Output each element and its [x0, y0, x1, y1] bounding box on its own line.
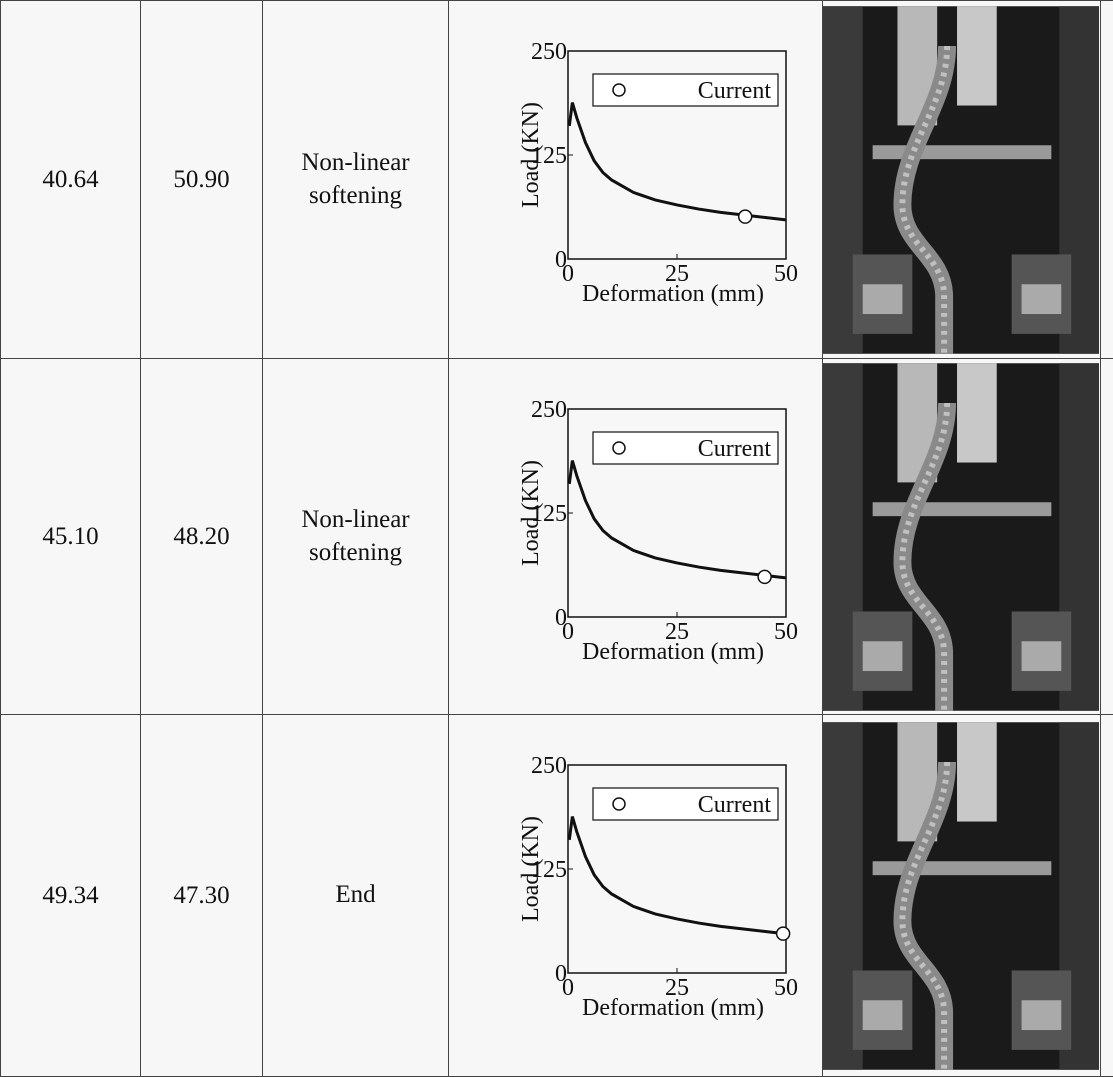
- load-curve: [569, 817, 786, 934]
- stage: End: [263, 715, 449, 1077]
- x-tick-label: 50: [774, 261, 798, 287]
- spacer: [1101, 715, 1113, 1077]
- photo-cell: [823, 715, 1101, 1077]
- load-curve: [569, 461, 786, 578]
- current-point: [777, 927, 790, 940]
- load: 47.30: [141, 715, 263, 1077]
- current-point: [758, 570, 771, 583]
- current-point: [739, 210, 752, 223]
- deformation: 49.34: [1, 715, 141, 1077]
- y-axis-label: Load (KN): [518, 102, 544, 208]
- photo: [823, 363, 1099, 711]
- x-tick-label: 50: [774, 975, 798, 1001]
- photo: [823, 5, 1099, 355]
- x-axis-label: Deformation (mm): [582, 281, 764, 307]
- photo: [823, 719, 1099, 1073]
- load: 50.90: [141, 1, 263, 359]
- stage: Non-linear softening: [263, 359, 449, 715]
- legend-marker: [613, 442, 625, 454]
- photo-cell: [823, 1, 1101, 359]
- y-axis-label: Load (KN): [518, 816, 544, 922]
- legend-marker: [613, 798, 625, 810]
- legend-label: Current: [698, 436, 772, 462]
- legend-label: Current: [698, 78, 772, 104]
- legend-label: Current: [698, 792, 772, 818]
- photo-cell: [823, 359, 1101, 715]
- load-curve: [569, 103, 786, 220]
- x-axis-label: Deformation (mm): [582, 995, 764, 1021]
- y-tick-label: 250: [531, 39, 567, 65]
- x-tick-label: 0: [562, 619, 574, 645]
- deformation: 40.64: [1, 1, 141, 359]
- stage: Non-linear softening: [263, 1, 449, 359]
- y-tick-label: 250: [531, 753, 567, 779]
- spacer: [1101, 1, 1113, 359]
- legend-marker: [613, 84, 625, 96]
- y-axis-label: Load (KN): [518, 460, 544, 566]
- x-tick-label: 50: [774, 619, 798, 645]
- spacer: [1101, 359, 1113, 715]
- x-tick-label: 0: [562, 261, 574, 287]
- load: 48.20: [141, 359, 263, 715]
- x-tick-label: 0: [562, 975, 574, 1001]
- y-tick-label: 250: [531, 397, 567, 423]
- x-axis-label: Deformation (mm): [582, 639, 764, 665]
- deformation: 45.10: [1, 359, 141, 715]
